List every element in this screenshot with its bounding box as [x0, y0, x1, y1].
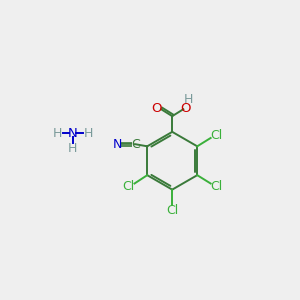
Text: O: O — [180, 102, 191, 115]
Text: N: N — [113, 138, 122, 151]
Text: O: O — [152, 102, 162, 115]
Text: Cl: Cl — [211, 129, 223, 142]
Text: C: C — [132, 138, 140, 151]
Text: H: H — [184, 93, 193, 106]
Text: N: N — [68, 127, 78, 140]
Text: Cl: Cl — [166, 204, 178, 217]
Text: Cl: Cl — [211, 180, 223, 193]
Text: Cl: Cl — [122, 180, 135, 193]
Text: H: H — [68, 142, 78, 155]
Text: H: H — [84, 127, 93, 140]
Text: H: H — [52, 127, 62, 140]
